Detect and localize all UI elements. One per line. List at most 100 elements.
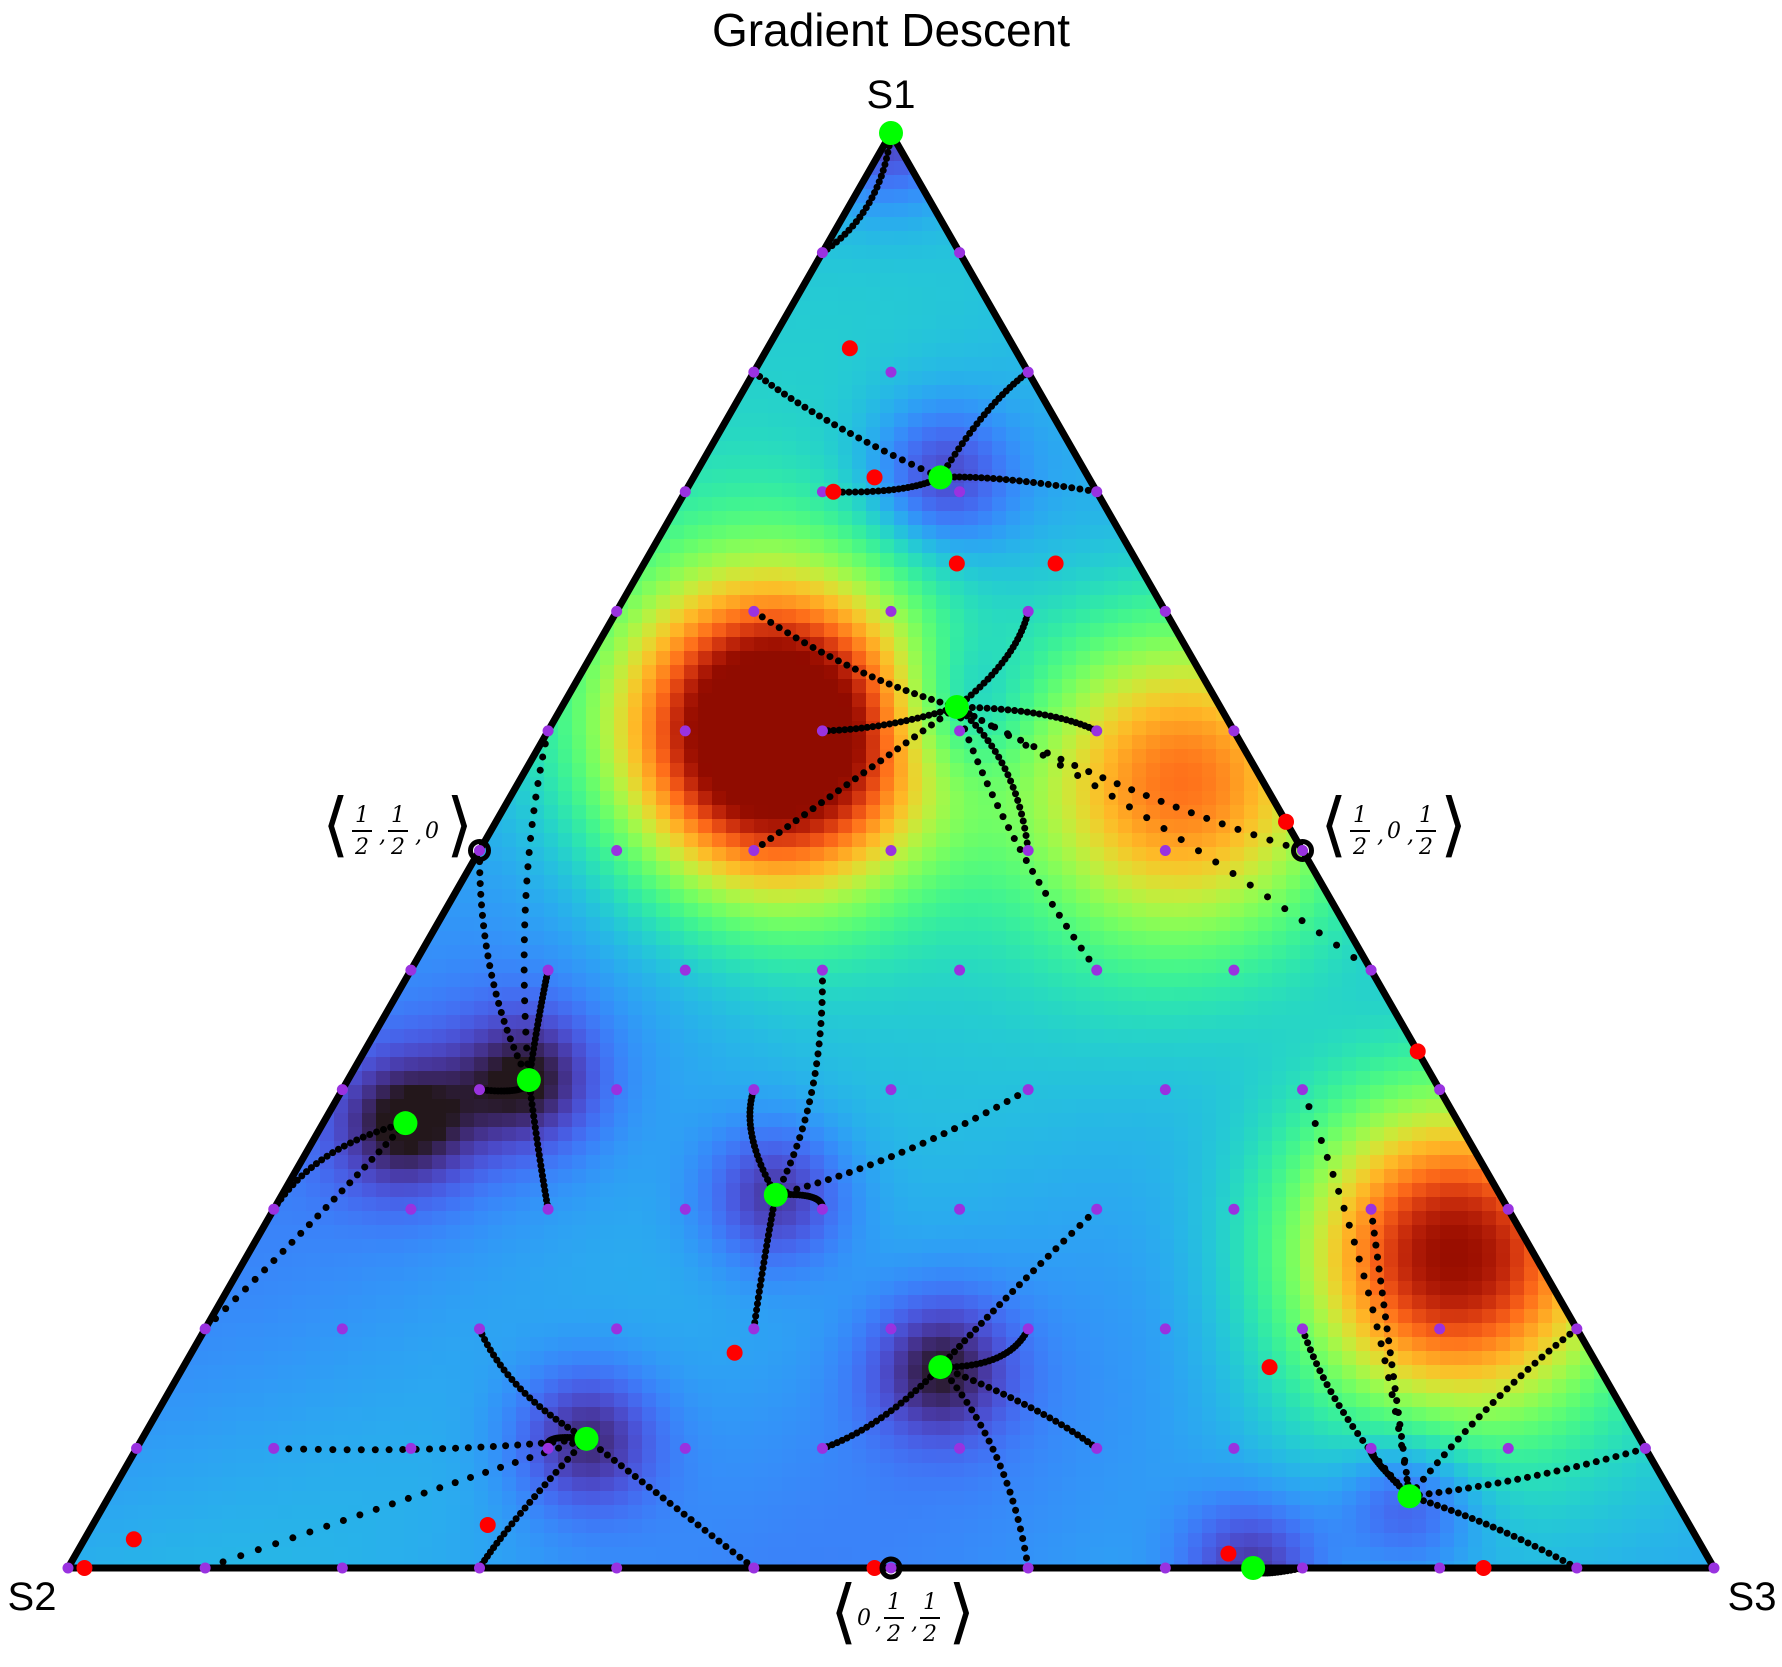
heat-cell: [1132, 987, 1147, 1002]
heat-cell: [1160, 931, 1175, 946]
heat-cell: [1566, 1253, 1581, 1268]
heat-cell: [1202, 833, 1217, 848]
heat-cell: [1426, 1309, 1441, 1324]
heat-cell: [880, 399, 895, 414]
heat-cell: [908, 357, 923, 372]
heat-cell: [936, 903, 951, 918]
heat-cell: [572, 1043, 587, 1058]
heat-cell: [516, 1127, 531, 1142]
heat-cell: [712, 1127, 727, 1142]
heat-cell: [852, 1015, 867, 1030]
heat-cell: [1286, 1323, 1301, 1338]
heat-cell: [894, 427, 909, 442]
heat-cell: [614, 833, 629, 848]
heat-cell: [1216, 1043, 1231, 1058]
heat-cell: [1062, 1043, 1077, 1058]
heat-cell: [628, 721, 643, 736]
heat-cell: [628, 749, 643, 764]
heat-cell: [1216, 1169, 1231, 1184]
heat-cell: [852, 147, 867, 162]
heat-cell: [1552, 1323, 1567, 1338]
heat-cell: [446, 1141, 461, 1156]
heat-cell: [1188, 875, 1203, 890]
heat-cell: [670, 1127, 685, 1142]
heat-cell: [1342, 1169, 1357, 1184]
heat-cell: [712, 777, 727, 792]
heat-cell: [1328, 1225, 1343, 1240]
heat-cell: [432, 1029, 447, 1044]
heat-cell: [1272, 861, 1287, 876]
heat-cell: [754, 385, 769, 400]
heat-cell: [922, 259, 937, 274]
heat-cell: [838, 665, 853, 680]
heat-cell: [838, 791, 853, 806]
heat-cell: [1006, 1323, 1021, 1338]
heat-cell: [880, 875, 895, 890]
heat-cell: [782, 903, 797, 918]
heat-cell: [488, 931, 503, 946]
heat-cell: [558, 945, 573, 960]
heat-cell: [838, 161, 853, 176]
heat-cell: [670, 567, 685, 582]
heat-cell: [572, 749, 587, 764]
heat-cell: [558, 735, 573, 750]
heat-cell: [1244, 847, 1259, 862]
heat-cell: [936, 1001, 951, 1016]
heat-cell: [684, 1155, 699, 1170]
heat-cell: [866, 805, 881, 820]
heat-cell: [1370, 1099, 1385, 1114]
heat-cell: [1090, 693, 1105, 708]
heat-cell: [1090, 847, 1105, 862]
heat-cell: [698, 1127, 713, 1142]
heat-cell: [1006, 609, 1021, 624]
heat-cell: [936, 1323, 951, 1338]
heat-cell: [838, 1337, 853, 1352]
heat-cell: [978, 1155, 993, 1170]
heat-cell: [530, 693, 545, 708]
heat-cell: [1034, 945, 1049, 960]
heat-cell: [670, 1309, 685, 1324]
heat-cell: [1020, 1295, 1035, 1310]
heat-cell: [796, 931, 811, 946]
heat-cell: [824, 931, 839, 946]
heat-cell: [936, 245, 951, 260]
heat-cell: [348, 1001, 363, 1016]
heat-cell: [362, 1225, 377, 1240]
heat-cell: [1090, 833, 1105, 848]
heat-cell: [782, 805, 797, 820]
heat-cell: [488, 1225, 503, 1240]
heat-cell: [726, 1183, 741, 1198]
heat-cell: [768, 1281, 783, 1296]
heat-cell: [1034, 721, 1049, 736]
heat-cell: [1342, 1253, 1357, 1268]
heat-cell: [194, 1295, 209, 1310]
heat-cell: [642, 1197, 657, 1212]
heat-cell: [432, 875, 447, 890]
heat-cell: [964, 623, 979, 638]
heat-cell: [362, 1309, 377, 1324]
heat-cell: [796, 623, 811, 638]
heat-cell: [1496, 1225, 1511, 1240]
heat-cell: [1132, 707, 1147, 722]
heat-cell: [908, 1183, 923, 1198]
heat-cell: [306, 1323, 321, 1338]
heat-cell: [866, 259, 881, 274]
heat-cell: [1048, 539, 1063, 554]
heat-cell: [376, 959, 391, 974]
heat-cell: [908, 1225, 923, 1240]
heat-cell: [964, 1071, 979, 1086]
heat-cell: [698, 833, 713, 848]
heat-cell: [950, 329, 965, 344]
heat-cell: [950, 385, 965, 400]
heat-cell: [222, 1253, 237, 1268]
heat-cell: [600, 875, 615, 890]
heat-cell: [1034, 1001, 1049, 1016]
heat-cell: [390, 1197, 405, 1212]
heat-cell: [488, 1281, 503, 1296]
heat-cell: [796, 217, 811, 232]
heat-cell: [922, 1085, 937, 1100]
heat-cell: [600, 861, 615, 876]
heat-cell: [936, 371, 951, 386]
heat-cell: [572, 595, 587, 610]
heat-cell: [1118, 497, 1133, 512]
